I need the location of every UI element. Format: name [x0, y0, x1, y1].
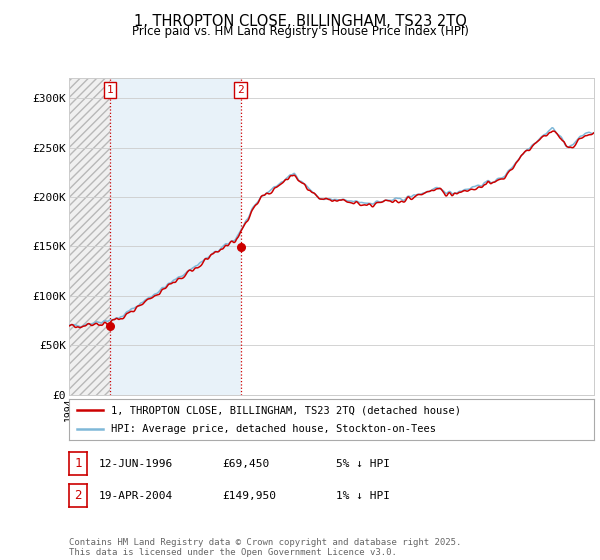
- Text: £149,950: £149,950: [222, 491, 276, 501]
- Text: 5% ↓ HPI: 5% ↓ HPI: [336, 459, 390, 469]
- Text: 19-APR-2004: 19-APR-2004: [99, 491, 173, 501]
- Bar: [69, 78, 110, 395]
- Text: £69,450: £69,450: [222, 459, 269, 469]
- Text: 2: 2: [237, 85, 244, 95]
- Text: 1, THROPTON CLOSE, BILLINGHAM, TS23 2TQ: 1, THROPTON CLOSE, BILLINGHAM, TS23 2TQ: [134, 14, 466, 29]
- Text: Contains HM Land Registry data © Crown copyright and database right 2025.
This d: Contains HM Land Registry data © Crown c…: [69, 538, 461, 557]
- Text: 12-JUN-1996: 12-JUN-1996: [99, 459, 173, 469]
- Text: 2: 2: [74, 489, 82, 502]
- Text: 1% ↓ HPI: 1% ↓ HPI: [336, 491, 390, 501]
- Text: HPI: Average price, detached house, Stockton-on-Tees: HPI: Average price, detached house, Stoc…: [111, 424, 436, 433]
- Text: Price paid vs. HM Land Registry's House Price Index (HPI): Price paid vs. HM Land Registry's House …: [131, 25, 469, 38]
- Bar: [110, 78, 241, 395]
- Text: 1: 1: [74, 457, 82, 470]
- Text: 1: 1: [106, 85, 113, 95]
- Text: 1, THROPTON CLOSE, BILLINGHAM, TS23 2TQ (detached house): 1, THROPTON CLOSE, BILLINGHAM, TS23 2TQ …: [111, 405, 461, 415]
